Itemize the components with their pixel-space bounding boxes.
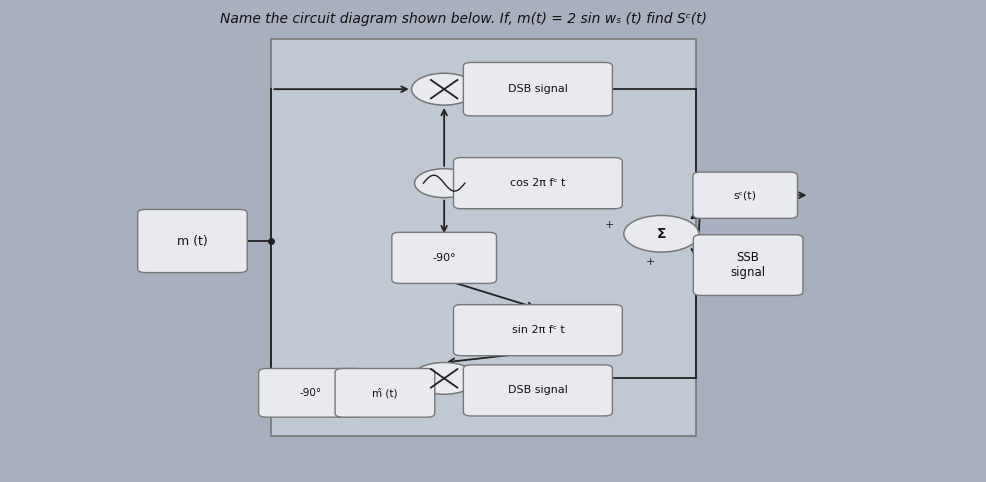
Circle shape xyxy=(623,215,698,252)
FancyBboxPatch shape xyxy=(453,305,622,356)
Text: DSB signal: DSB signal xyxy=(508,386,567,395)
FancyBboxPatch shape xyxy=(453,158,622,209)
FancyBboxPatch shape xyxy=(258,368,363,417)
FancyBboxPatch shape xyxy=(463,63,611,116)
Text: Σ: Σ xyxy=(656,227,666,241)
Text: m̂ (t): m̂ (t) xyxy=(372,388,397,398)
Text: -90°: -90° xyxy=(300,388,321,398)
Text: -90°: -90° xyxy=(432,253,456,263)
Text: Name the circuit diagram shown below. If, m(t) = 2 sin wₛ (t) find Sᶜ(t): Name the circuit diagram shown below. If… xyxy=(220,12,707,26)
Text: m (t): m (t) xyxy=(176,235,208,247)
Circle shape xyxy=(411,73,476,105)
Text: SSB
signal: SSB signal xyxy=(730,251,765,279)
Text: +: + xyxy=(645,257,654,267)
Text: DSB signal: DSB signal xyxy=(508,84,567,94)
FancyBboxPatch shape xyxy=(391,232,496,283)
Text: cos 2π fᶜ t: cos 2π fᶜ t xyxy=(510,178,565,188)
Circle shape xyxy=(414,169,473,198)
Circle shape xyxy=(411,362,476,394)
Text: +: + xyxy=(603,220,613,229)
FancyBboxPatch shape xyxy=(335,368,434,417)
FancyBboxPatch shape xyxy=(138,209,246,273)
FancyBboxPatch shape xyxy=(692,235,802,295)
Text: sin 2π fᶜ t: sin 2π fᶜ t xyxy=(511,325,564,335)
Text: sᶜ(t): sᶜ(t) xyxy=(733,190,756,200)
FancyBboxPatch shape xyxy=(692,172,797,218)
FancyBboxPatch shape xyxy=(463,365,611,416)
FancyBboxPatch shape xyxy=(271,39,695,436)
